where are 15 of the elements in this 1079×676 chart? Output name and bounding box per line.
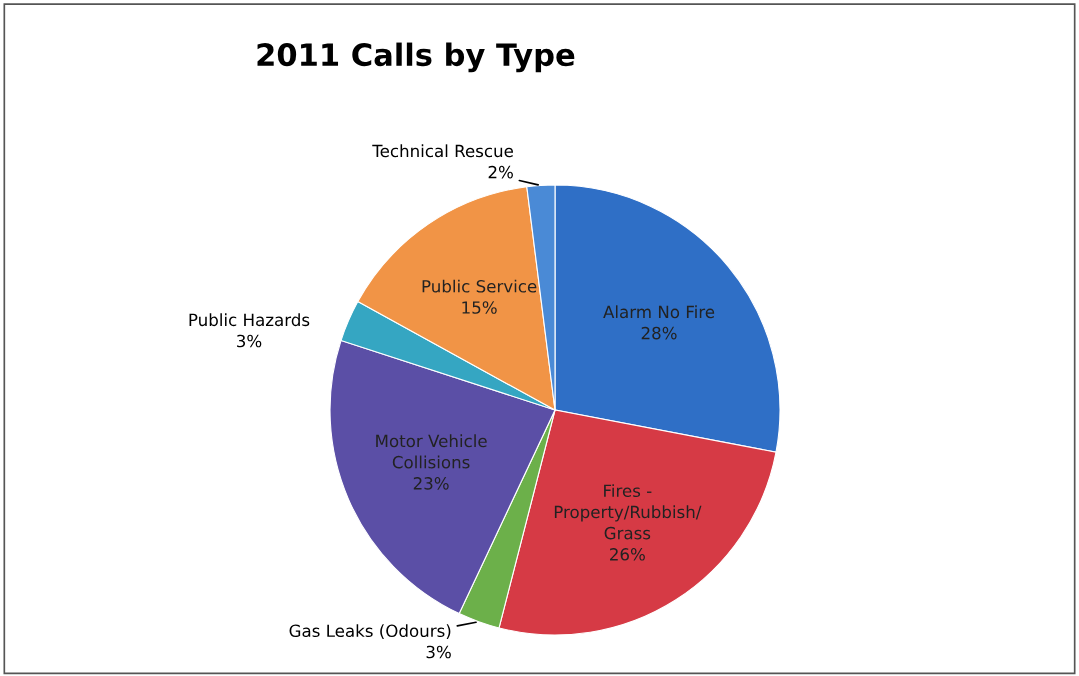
slice-label: Technical Rescue	[372, 144, 513, 158]
data-label: 3%	[426, 645, 451, 659]
data-label: 15%	[462, 301, 497, 314]
data-label: 3%	[237, 334, 262, 348]
slice-label: Motor Vehicle Collisions	[376, 434, 487, 469]
data-label: 28%	[641, 326, 677, 340]
slice-label: Gas Leaks (Odours)	[289, 624, 451, 640]
slice-label: Public Service	[422, 279, 537, 293]
data-label: 2%	[488, 165, 513, 179]
data-label: 26%	[610, 548, 645, 561]
slice-label: Alarm No Fire	[603, 305, 715, 319]
slice-label: Public Hazards	[189, 313, 310, 327]
chart-title: 2011 Calls by Type	[257, 42, 575, 73]
data-label: 23%	[413, 477, 449, 490]
slice-label: Fires - Property/Rubbish/ Grass	[554, 484, 702, 540]
